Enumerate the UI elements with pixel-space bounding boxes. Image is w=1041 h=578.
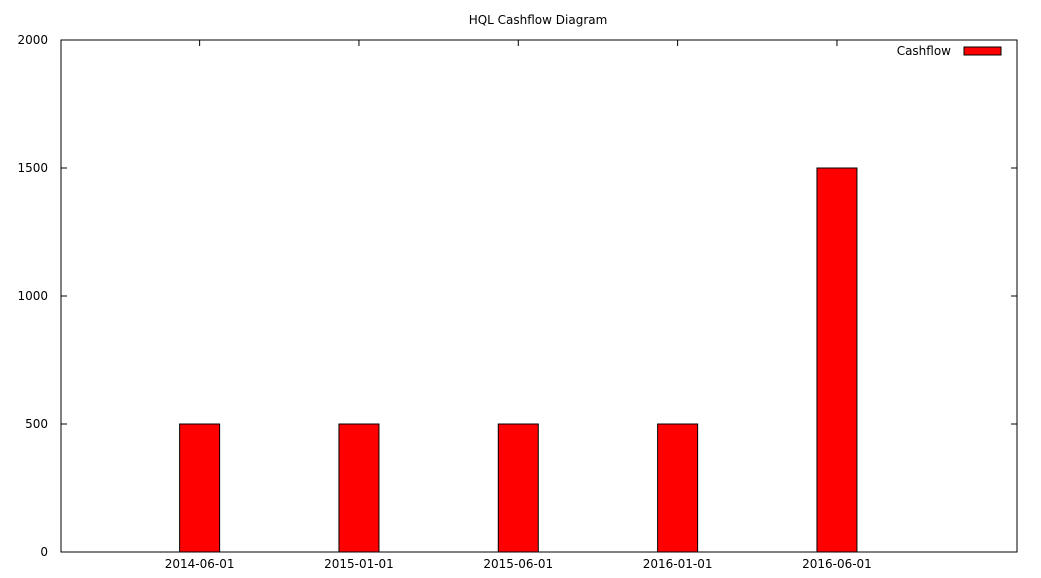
bar-cashflow — [657, 423, 699, 553]
y-tick-label: 1500 — [17, 161, 48, 175]
x-tick-label: 2015-01-01 — [324, 557, 394, 571]
x-tick-label: 2016-01-01 — [643, 557, 713, 571]
bar-cashflow — [816, 167, 858, 553]
y-tick-label: 1000 — [17, 289, 48, 303]
chart-title: HQL Cashflow Diagram — [469, 13, 608, 27]
bar-cashflow — [179, 423, 221, 553]
bar-cashflow — [338, 423, 380, 553]
x-tick-label: 2016-06-01 — [802, 557, 872, 571]
x-tick-label: 2014-06-01 — [165, 557, 235, 571]
y-tick-label: 2000 — [17, 33, 48, 47]
bar-cashflow — [497, 423, 539, 553]
bars — [179, 167, 858, 553]
x-tick-label: 2015-06-01 — [483, 557, 553, 571]
y-tick-label: 0 — [40, 545, 48, 559]
legend: Cashflow — [897, 44, 1002, 58]
y-axis: 0 500 1000 1500 2000 — [17, 33, 1017, 559]
y-tick-label: 500 — [25, 417, 48, 431]
legend-label: Cashflow — [897, 44, 951, 58]
legend-swatch — [963, 46, 1002, 56]
